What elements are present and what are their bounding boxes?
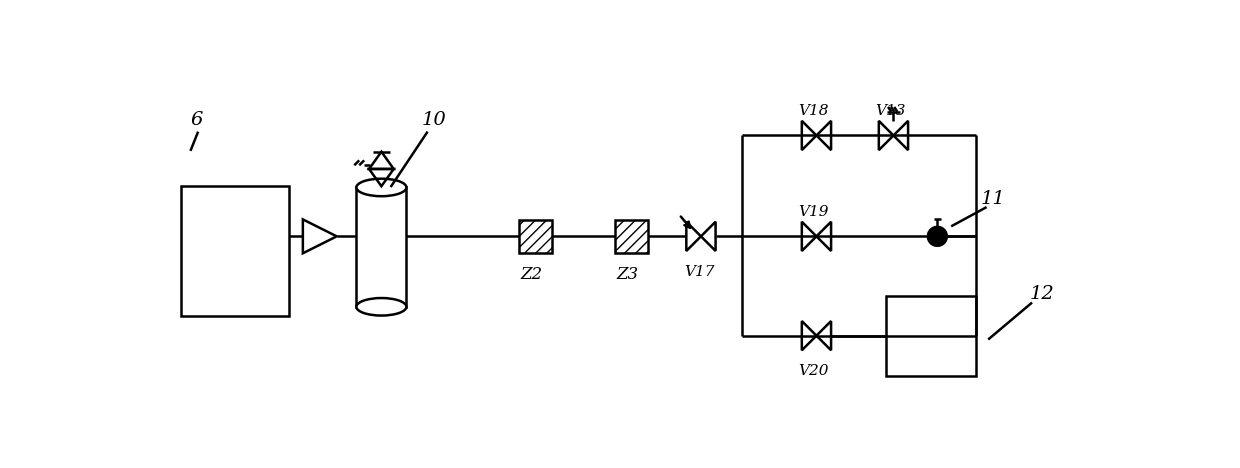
Text: V19: V19: [799, 205, 828, 219]
Text: V18: V18: [799, 104, 828, 117]
Text: Z2: Z2: [520, 266, 542, 284]
Text: 6: 6: [191, 111, 203, 130]
Text: V13: V13: [875, 104, 905, 117]
Text: 12: 12: [1029, 285, 1054, 303]
Text: V17: V17: [684, 264, 714, 278]
Bar: [181, 185, 289, 316]
Bar: [885, 296, 976, 376]
Bar: [520, 220, 552, 253]
Bar: [615, 220, 647, 253]
Text: V20: V20: [799, 364, 828, 378]
Text: Z3: Z3: [616, 266, 639, 284]
Bar: [356, 188, 407, 307]
Ellipse shape: [356, 298, 407, 315]
Circle shape: [928, 227, 947, 246]
Ellipse shape: [356, 179, 407, 196]
Text: 10: 10: [422, 111, 446, 130]
Text: 11: 11: [981, 190, 1006, 208]
